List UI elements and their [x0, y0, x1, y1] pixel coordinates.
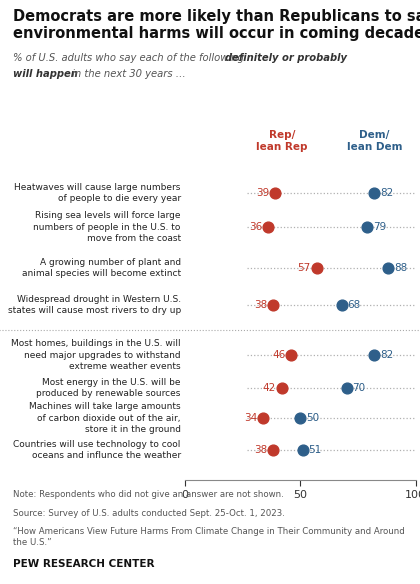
Point: [364, 223, 371, 232]
Text: Democrats are more likely than Republicans to say: Democrats are more likely than Republica…: [13, 9, 420, 24]
Point: [371, 188, 378, 197]
Point: [260, 413, 267, 423]
Text: A growing number of plant and
animal species will become extinct: A growing number of plant and animal spe…: [22, 258, 181, 278]
Text: 38: 38: [254, 445, 267, 455]
Point: [269, 446, 276, 455]
Text: Dem/
lean Dem: Dem/ lean Dem: [346, 130, 402, 152]
Text: Most homes, buildings in the U.S. will
need major upgrades to withstand
extreme : Most homes, buildings in the U.S. will n…: [11, 339, 181, 371]
Text: Rep/
lean Rep: Rep/ lean Rep: [256, 130, 308, 152]
Point: [343, 383, 350, 392]
Point: [278, 383, 285, 392]
Text: 79: 79: [373, 222, 386, 232]
Point: [297, 413, 304, 423]
Text: 68: 68: [348, 300, 361, 310]
Text: Widespread drought in Western U.S.
states will cause most rivers to dry up: Widespread drought in Western U.S. state…: [8, 295, 181, 315]
Text: 50: 50: [306, 413, 319, 423]
Text: 39: 39: [256, 188, 269, 198]
Text: 34: 34: [244, 413, 258, 423]
Point: [288, 350, 294, 360]
Point: [269, 300, 276, 310]
Point: [299, 446, 306, 455]
Text: Note: Respondents who did not give an answer are not shown.: Note: Respondents who did not give an an…: [13, 490, 284, 499]
Text: environmental harms will occur in coming decades: environmental harms will occur in coming…: [13, 26, 420, 41]
Text: in the next 30 years …: in the next 30 years …: [69, 69, 186, 79]
Text: 82: 82: [380, 188, 393, 198]
Text: Machines will take large amounts
of carbon dioxide out of the air,
store it in t: Machines will take large amounts of carb…: [29, 402, 181, 433]
Text: PEW RESEARCH CENTER: PEW RESEARCH CENTER: [13, 559, 154, 569]
Text: Heatwaves will cause large numbers
of people to die every year: Heatwaves will cause large numbers of pe…: [14, 183, 181, 203]
Text: % of U.S. adults who say each of the following: % of U.S. adults who say each of the fol…: [13, 53, 247, 62]
Text: Most energy in the U.S. will be
produced by renewable sources: Most energy in the U.S. will be produced…: [37, 378, 181, 398]
Text: definitely or probably: definitely or probably: [225, 53, 346, 62]
Point: [371, 350, 378, 360]
Text: will happen: will happen: [13, 69, 77, 79]
Text: 46: 46: [272, 350, 286, 360]
Point: [385, 263, 391, 273]
Text: 70: 70: [352, 383, 365, 393]
Text: “How Americans View Future Harms From Climate Change in Their Community and Arou: “How Americans View Future Harms From Cl…: [13, 527, 404, 547]
Text: Source: Survey of U.S. adults conducted Sept. 25-Oct. 1, 2023.: Source: Survey of U.S. adults conducted …: [13, 509, 284, 517]
Text: Rising sea levels will force large
numbers of people in the U.S. to
move from th: Rising sea levels will force large numbe…: [34, 211, 181, 242]
Text: 82: 82: [380, 350, 393, 360]
Text: 38: 38: [254, 300, 267, 310]
Text: 51: 51: [308, 445, 322, 455]
Point: [272, 188, 278, 197]
Text: 88: 88: [394, 263, 407, 273]
Text: 42: 42: [263, 383, 276, 393]
Text: Countries will use technology to cool
oceans and influnce the weather: Countries will use technology to cool oc…: [13, 440, 181, 460]
Point: [339, 300, 345, 310]
Point: [265, 223, 271, 232]
Point: [313, 263, 320, 273]
Text: 57: 57: [297, 263, 311, 273]
Text: 36: 36: [249, 222, 262, 232]
